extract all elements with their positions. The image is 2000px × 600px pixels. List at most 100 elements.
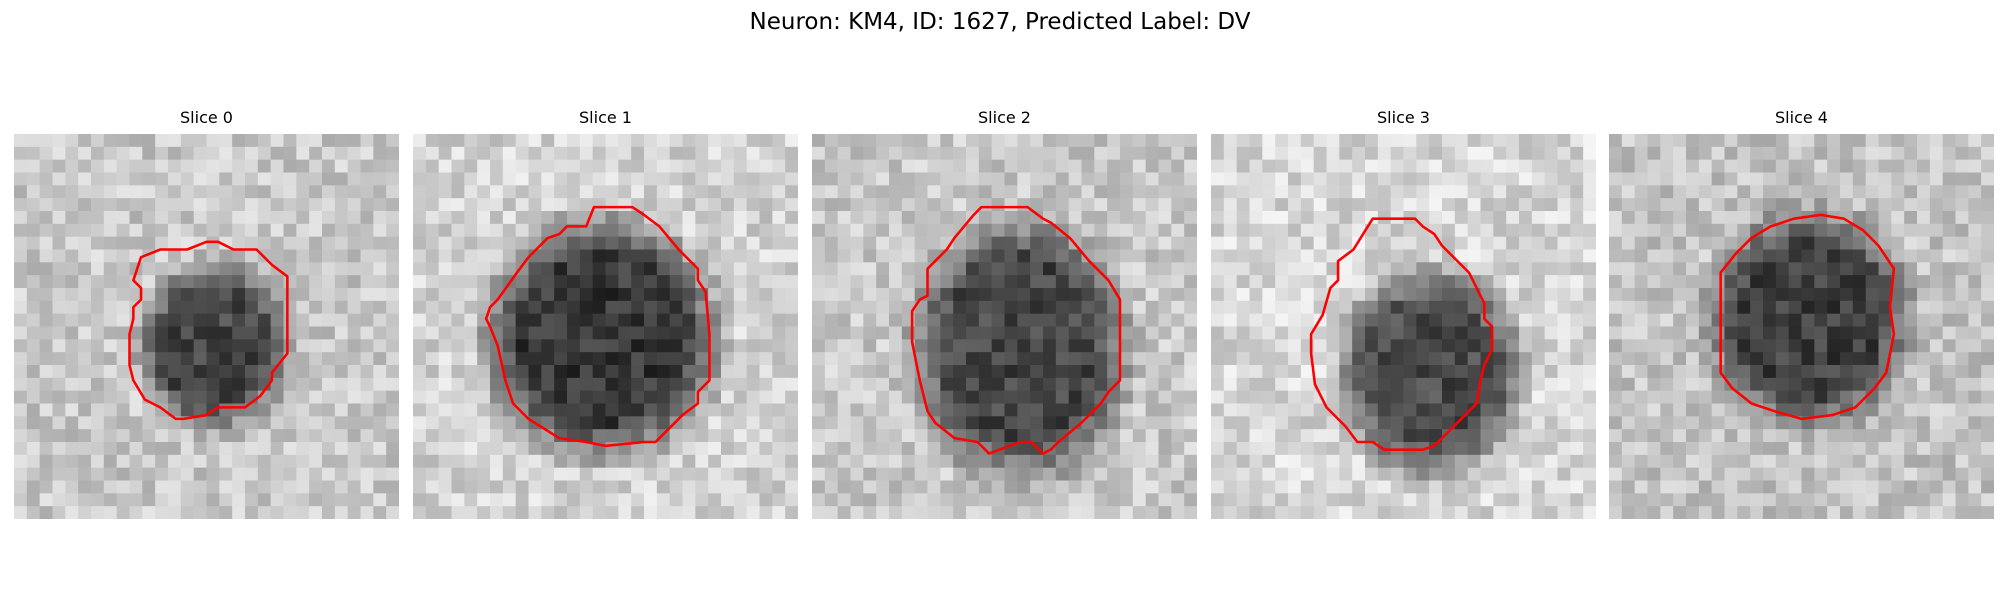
image-pixel: [863, 262, 877, 276]
image-pixel: [1801, 390, 1815, 405]
image-pixel: [219, 454, 233, 469]
image-pixel: [772, 454, 786, 469]
image-pixel: [193, 493, 208, 507]
image-pixel: [193, 185, 208, 199]
image-pixel: [592, 262, 607, 276]
image-pixel: [477, 352, 491, 366]
image-pixel: [438, 377, 453, 392]
image-pixel: [1017, 262, 1031, 276]
image-pixel: [1634, 506, 1649, 519]
image-pixel: [1094, 429, 1108, 443]
image-pixel: [1634, 442, 1649, 456]
image-pixel: [270, 223, 285, 238]
image-pixel: [746, 442, 761, 456]
image-pixel: [78, 365, 92, 379]
image-pixel: [1480, 506, 1494, 519]
image-pixel: [91, 339, 105, 353]
image-pixel: [863, 172, 877, 186]
image-pixel: [695, 300, 709, 315]
image-pixel: [1454, 493, 1469, 507]
image-pixel: [567, 288, 581, 302]
image-pixel: [1531, 480, 1546, 494]
image-pixel: [26, 236, 41, 251]
image-pixel: [116, 390, 131, 405]
image-pixel: [1120, 467, 1134, 482]
image-pixel: [1429, 365, 1443, 379]
image-pixel: [1981, 454, 1994, 469]
image-pixel: [618, 313, 632, 328]
image-pixel: [1763, 493, 1777, 507]
image-pixel: [1158, 172, 1172, 186]
image-pixel: [142, 172, 156, 186]
image-pixel: [733, 313, 748, 328]
image-pixel: [1313, 416, 1328, 430]
image-pixel: [1288, 365, 1302, 379]
image-pixel: [116, 403, 131, 417]
image-pixel: [193, 300, 208, 315]
image-pixel: [759, 365, 773, 379]
image-pixel: [219, 352, 233, 366]
image-pixel: [270, 198, 285, 212]
image-pixel: [876, 288, 890, 302]
image-pixel: [1249, 339, 1263, 353]
image-pixel: [91, 429, 105, 443]
image-pixel: [477, 172, 491, 186]
image-pixel: [528, 352, 542, 366]
image-pixel: [991, 211, 1006, 225]
image-pixel: [502, 172, 517, 186]
image-pixel: [193, 223, 208, 238]
image-pixel: [1917, 365, 1931, 379]
image-pixel: [1223, 236, 1238, 251]
image-pixel: [78, 185, 92, 199]
image-pixel: [360, 223, 374, 238]
image-pixel: [850, 300, 864, 315]
image-pixel: [1145, 377, 1160, 392]
image-pixel: [644, 480, 658, 494]
image-pixel: [129, 506, 143, 519]
image-pixel: [927, 390, 941, 405]
image-pixel: [1904, 442, 1918, 456]
image-pixel: [1544, 262, 1559, 276]
image-pixel: [257, 211, 272, 225]
image-pixel: [876, 198, 890, 212]
image-pixel: [296, 506, 310, 519]
image-pixel: [490, 249, 504, 263]
image-pixel: [1583, 236, 1596, 251]
image-pixel: [1763, 134, 1777, 148]
image-pixel: [966, 365, 980, 379]
image-pixel: [772, 288, 786, 302]
image-pixel: [656, 403, 671, 417]
image-pixel: [1827, 223, 1841, 238]
image-pixel: [413, 146, 427, 161]
image-pixel: [940, 313, 954, 328]
image-pixel: [296, 429, 310, 443]
image-pixel: [129, 211, 143, 225]
image-pixel: [901, 236, 916, 251]
image-pixel: [232, 365, 246, 379]
image-pixel: [1698, 146, 1713, 161]
image-pixel: [1365, 172, 1379, 186]
image-pixel: [91, 172, 105, 186]
image-pixel: [1339, 403, 1353, 417]
image-pixel: [1801, 339, 1815, 353]
image-pixel: [631, 467, 645, 482]
image-pixel: [759, 390, 773, 405]
image-pixel: [1724, 442, 1738, 456]
image-pixel: [824, 403, 839, 417]
image-pixel: [425, 159, 440, 174]
image-pixel: [1686, 442, 1700, 456]
image-pixel: [1107, 236, 1121, 251]
image-pixel: [1017, 365, 1031, 379]
image-pixel: [1262, 198, 1276, 212]
image-pixel: [413, 506, 427, 519]
image-pixel: [1249, 429, 1263, 443]
image-pixel: [953, 262, 967, 276]
image-pixel: [631, 416, 645, 430]
image-pixel: [386, 172, 399, 186]
image-pixel: [592, 454, 607, 469]
image-pixel: [1313, 249, 1328, 263]
image-pixel: [26, 506, 41, 519]
image-pixel: [245, 352, 259, 366]
image-pixel: [914, 185, 929, 199]
image-pixel: [155, 236, 169, 251]
